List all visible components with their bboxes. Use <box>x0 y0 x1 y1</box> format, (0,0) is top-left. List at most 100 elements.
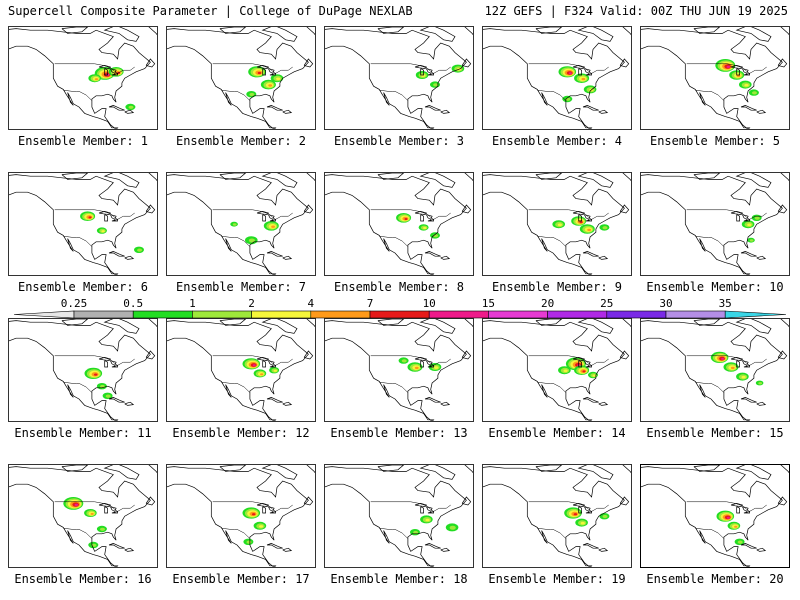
ensemble-member-map[interactable] <box>166 464 316 568</box>
country-border <box>695 235 725 247</box>
scp-field <box>84 367 113 399</box>
ensemble-member-map[interactable] <box>640 464 790 568</box>
ensemble-member-map[interactable] <box>324 464 474 568</box>
coastline <box>426 214 433 220</box>
member-number: 20 <box>769 572 784 586</box>
coastline <box>269 72 276 76</box>
scp-contour <box>425 518 430 522</box>
coastline <box>306 27 315 36</box>
scp-map <box>483 173 631 275</box>
country-border <box>54 209 135 220</box>
ensemble-member-map[interactable] <box>166 318 316 422</box>
member-number: 5 <box>772 134 781 148</box>
scp-map <box>167 173 315 275</box>
member-label-prefix: Ensemble Member: <box>330 426 454 440</box>
scp-map <box>167 465 315 567</box>
coastline <box>145 204 156 214</box>
coastline <box>108 105 125 111</box>
ensemble-member-map[interactable] <box>8 464 158 568</box>
colorbar-segment <box>606 310 667 319</box>
coastline <box>641 466 783 567</box>
scp-contour <box>580 521 585 525</box>
member-label-prefix: Ensemble Member: <box>17 280 141 294</box>
scp-contour <box>100 527 105 531</box>
coastline <box>282 401 293 406</box>
ensemble-member-map[interactable] <box>482 318 632 422</box>
ensemble-member-map[interactable] <box>640 26 790 130</box>
coastline <box>641 174 783 275</box>
scp-contour <box>273 369 277 372</box>
ensemble-member-map[interactable] <box>482 172 632 276</box>
coastline <box>756 255 767 260</box>
scp-contour <box>573 513 578 516</box>
colorbar-segment <box>369 310 430 319</box>
country-border <box>379 381 409 393</box>
coastline <box>419 173 456 188</box>
scp-contour <box>592 374 596 377</box>
ensemble-member-map[interactable] <box>324 318 474 422</box>
country-border <box>379 89 409 101</box>
coastline <box>742 68 749 74</box>
scp-contour <box>128 105 134 109</box>
ensemble-member-label: Ensemble Member: 18 <box>320 572 478 586</box>
ensemble-member-map[interactable] <box>8 26 158 130</box>
ensemble-member-map[interactable] <box>8 172 158 276</box>
colorbar-tick-label: 35 <box>719 297 732 310</box>
country-border <box>370 63 451 74</box>
colorbar-tick-label: 4 <box>307 297 314 310</box>
member-number: 6 <box>140 280 149 294</box>
ensemble-member-label: Ensemble Member: 12 <box>162 426 320 440</box>
scp-contour <box>433 83 439 87</box>
coastline <box>148 173 157 182</box>
colorbar-segment <box>251 310 312 319</box>
coastline <box>735 319 772 334</box>
ensemble-member-map[interactable] <box>640 172 790 276</box>
coastline <box>483 28 625 129</box>
coastline <box>145 350 156 360</box>
country-border <box>537 89 567 101</box>
member-label-prefix: Ensemble Member: <box>488 426 612 440</box>
coastline <box>427 364 434 368</box>
scp-contour <box>252 364 256 367</box>
coastline <box>282 109 293 114</box>
member-number: 12 <box>295 426 310 440</box>
page-title: Supercell Composite Parameter | College … <box>8 4 413 18</box>
scp-contour <box>248 238 255 243</box>
scp-contour <box>249 92 255 97</box>
scp-contour <box>568 72 572 75</box>
country-border <box>537 527 567 539</box>
coastline <box>303 204 314 214</box>
scp-contour <box>401 359 407 363</box>
coastline <box>9 174 151 275</box>
coastline <box>325 174 467 275</box>
coastline <box>426 360 433 366</box>
scp-field <box>242 358 280 378</box>
ensemble-member-map[interactable] <box>166 26 316 130</box>
ensemble-member-map[interactable] <box>640 318 790 422</box>
ensemble-member-map[interactable] <box>8 318 158 422</box>
country-border <box>695 381 725 393</box>
coastline <box>219 27 247 34</box>
colorbar-segment <box>13 310 75 319</box>
ensemble-member-map[interactable] <box>324 172 474 276</box>
ensemble-member-map[interactable] <box>482 464 632 568</box>
colorbar-tick-label: 25 <box>600 297 613 310</box>
colorbar-segment <box>132 310 193 319</box>
coastline <box>268 360 275 366</box>
coastline <box>219 173 247 180</box>
coastline <box>268 214 275 220</box>
ensemble-member-label: Ensemble Member: 14 <box>478 426 636 440</box>
member-label-prefix: Ensemble Member: <box>172 426 296 440</box>
country-border <box>63 381 93 393</box>
ensemble-member-map[interactable] <box>324 26 474 130</box>
coastline <box>483 174 625 275</box>
scp-field <box>552 216 610 234</box>
member-number: 2 <box>298 134 307 148</box>
scp-contour <box>744 83 749 87</box>
ensemble-member-map[interactable] <box>482 26 632 130</box>
coastline <box>325 320 467 421</box>
colorbar-tick-label: 1 <box>189 297 196 310</box>
scp-contour <box>74 503 79 506</box>
member-number: 19 <box>611 572 626 586</box>
ensemble-member-map[interactable] <box>166 172 316 276</box>
